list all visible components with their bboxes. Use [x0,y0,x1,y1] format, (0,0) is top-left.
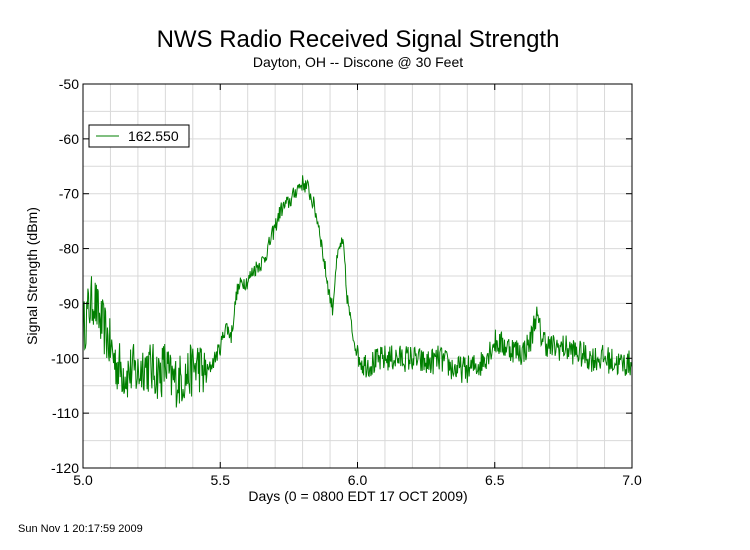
chart-title: NWS Radio Received Signal Strength [157,26,560,53]
y-tick-label: -60 [59,131,79,147]
footer-timestamp: Sun Nov 1 20:17:59 2009 [18,523,143,535]
x-tick-label: 6.5 [485,472,505,488]
y-tick-label: -80 [59,241,79,257]
y-tick-label: -110 [52,405,79,421]
tick-marks [82,83,633,469]
y-tick-labels: -120 -110 -100 -90 -80 -70 -60 -50 [51,76,79,476]
y-tick-label: -50 [59,76,79,92]
x-tick-label: 5.5 [211,472,231,488]
x-tick-label: 6.0 [348,472,368,488]
grid-lines [83,84,632,468]
series-line-162550 [82,175,633,408]
x-axis-label: Days (0 = 0800 EDT 17 OCT 2009) [248,488,467,504]
chart-subtitle: Dayton, OH -- Discone @ 30 Feet [253,54,463,70]
x-tick-labels: 5.0 5.5 6.0 6.5 7.0 [73,472,642,488]
legend-box [88,124,190,148]
y-tick-label: -100 [51,350,79,366]
x-tick-label: 7.0 [622,472,642,488]
y-tick-label: -70 [59,186,79,202]
y-tick-label: -120 [51,460,79,476]
x-tick-label: 5.0 [73,472,93,488]
legend-label: 162.550 [128,128,179,144]
series-group [82,175,633,408]
y-axis-label: Signal Strength (dBm) [24,207,40,345]
y-tick-label: -90 [59,295,79,311]
legend: 162.550 [88,124,190,148]
